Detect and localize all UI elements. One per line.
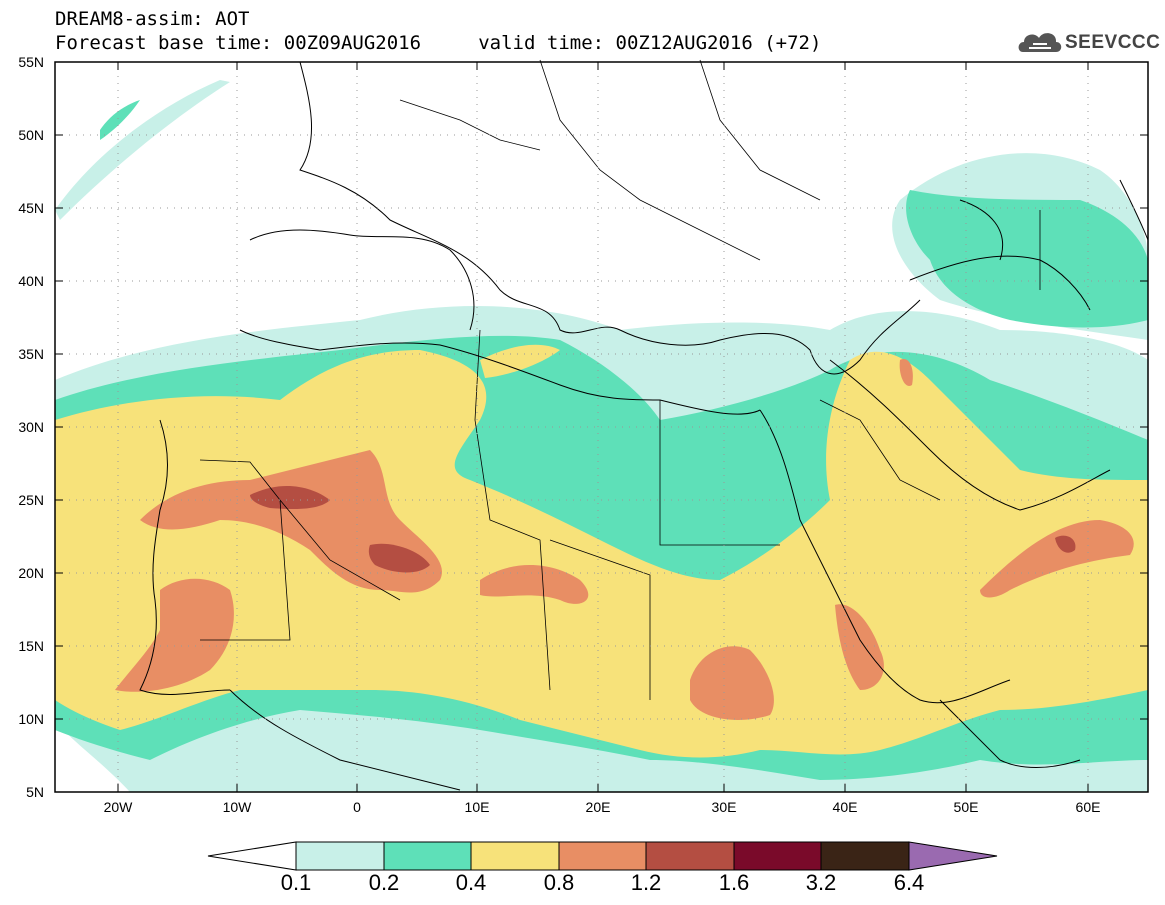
colorbar-bin xyxy=(383,841,472,871)
country-borders xyxy=(199,59,1041,700)
lat-label: 40N xyxy=(18,273,44,289)
colorbar-bin xyxy=(558,841,647,871)
colorbar-bin xyxy=(295,841,385,871)
lon-label: 20W xyxy=(104,799,134,815)
colorbar-label: 1.2 xyxy=(630,870,662,895)
aot-band-0.8 xyxy=(980,520,1134,598)
lat-label: 25N xyxy=(18,492,44,508)
lon-label: 0 xyxy=(353,799,361,815)
aot-band-0.8 xyxy=(835,604,884,690)
lon-label: 30E xyxy=(712,799,737,815)
lat-label: 35N xyxy=(18,346,44,362)
aot-band-0.2 xyxy=(100,100,140,140)
aot-band-1.2 xyxy=(368,543,430,573)
aot-band-0.8 xyxy=(480,565,589,604)
lat-label: 10N xyxy=(18,711,44,727)
colorbar-bin xyxy=(470,841,560,871)
colorbar-bin xyxy=(733,841,822,871)
colorbar-label: 0.8 xyxy=(543,870,575,895)
colorbar-under-triangle xyxy=(207,841,297,871)
aot-band-0.8 xyxy=(899,359,913,386)
lat-label: 50N xyxy=(18,127,44,143)
lon-label: 60E xyxy=(1076,799,1101,815)
colorbar-label: 0.1 xyxy=(280,870,312,895)
lat-label: 55N xyxy=(18,54,44,70)
map-title: DREAM8-assim: AOT xyxy=(55,8,250,30)
lat-label: 45N xyxy=(18,200,44,216)
lon-label: 50E xyxy=(954,799,979,815)
axis-ticks xyxy=(55,61,1148,793)
aot-band-1.2 xyxy=(1055,535,1076,553)
colorbar-bin xyxy=(645,841,735,871)
aot-band-0.8 xyxy=(115,578,234,692)
forecast-times: Forecast base time: 00Z09AUG2016 valid t… xyxy=(55,32,822,54)
colorbar-over-triangle xyxy=(908,841,998,871)
colorbar xyxy=(207,841,998,871)
seevccc-logo: SEEVCCC xyxy=(1015,24,1160,60)
aot-band-0.8 xyxy=(140,450,442,593)
colorbar-label: 1.6 xyxy=(718,870,750,895)
lat-label: 15N xyxy=(18,638,44,654)
colorbar-label: 6.4 xyxy=(893,870,925,895)
colorbar-label: 0.4 xyxy=(455,870,487,895)
colorbar-label: 3.2 xyxy=(805,870,837,895)
lon-label: 20E xyxy=(586,799,611,815)
coastlines xyxy=(139,61,1149,791)
lat-label: 5N xyxy=(26,784,44,800)
aot-contours xyxy=(55,80,1148,792)
lon-label: 40E xyxy=(833,799,858,815)
latitude-labels: 55N 50N 45N 40N 35N 30N 25N 20N 15N 10N … xyxy=(18,54,44,800)
lat-label: 20N xyxy=(18,565,44,581)
cloud-icon xyxy=(1018,33,1062,52)
aot-band-0.1 xyxy=(55,80,230,220)
aot-band-0.8 xyxy=(690,646,774,720)
lat-label: 30N xyxy=(18,419,44,435)
lon-label: 10E xyxy=(465,799,490,815)
lon-label: 10W xyxy=(223,799,253,815)
aot-map: 55N 50N 45N 40N 35N 30N 25N 20N 15N 10N … xyxy=(18,54,1149,815)
aot-band-1.2 xyxy=(250,485,330,510)
graticule xyxy=(55,62,1148,792)
aot-band-0.4 xyxy=(480,344,560,378)
logo-text: SEEVCCC xyxy=(1065,32,1161,53)
colorbar-label: 0.2 xyxy=(368,870,400,895)
colorbar-bin xyxy=(820,841,910,871)
longitude-labels: 20W 10W 0 10E 20E 30E 40E 50E 60E xyxy=(104,799,1101,815)
